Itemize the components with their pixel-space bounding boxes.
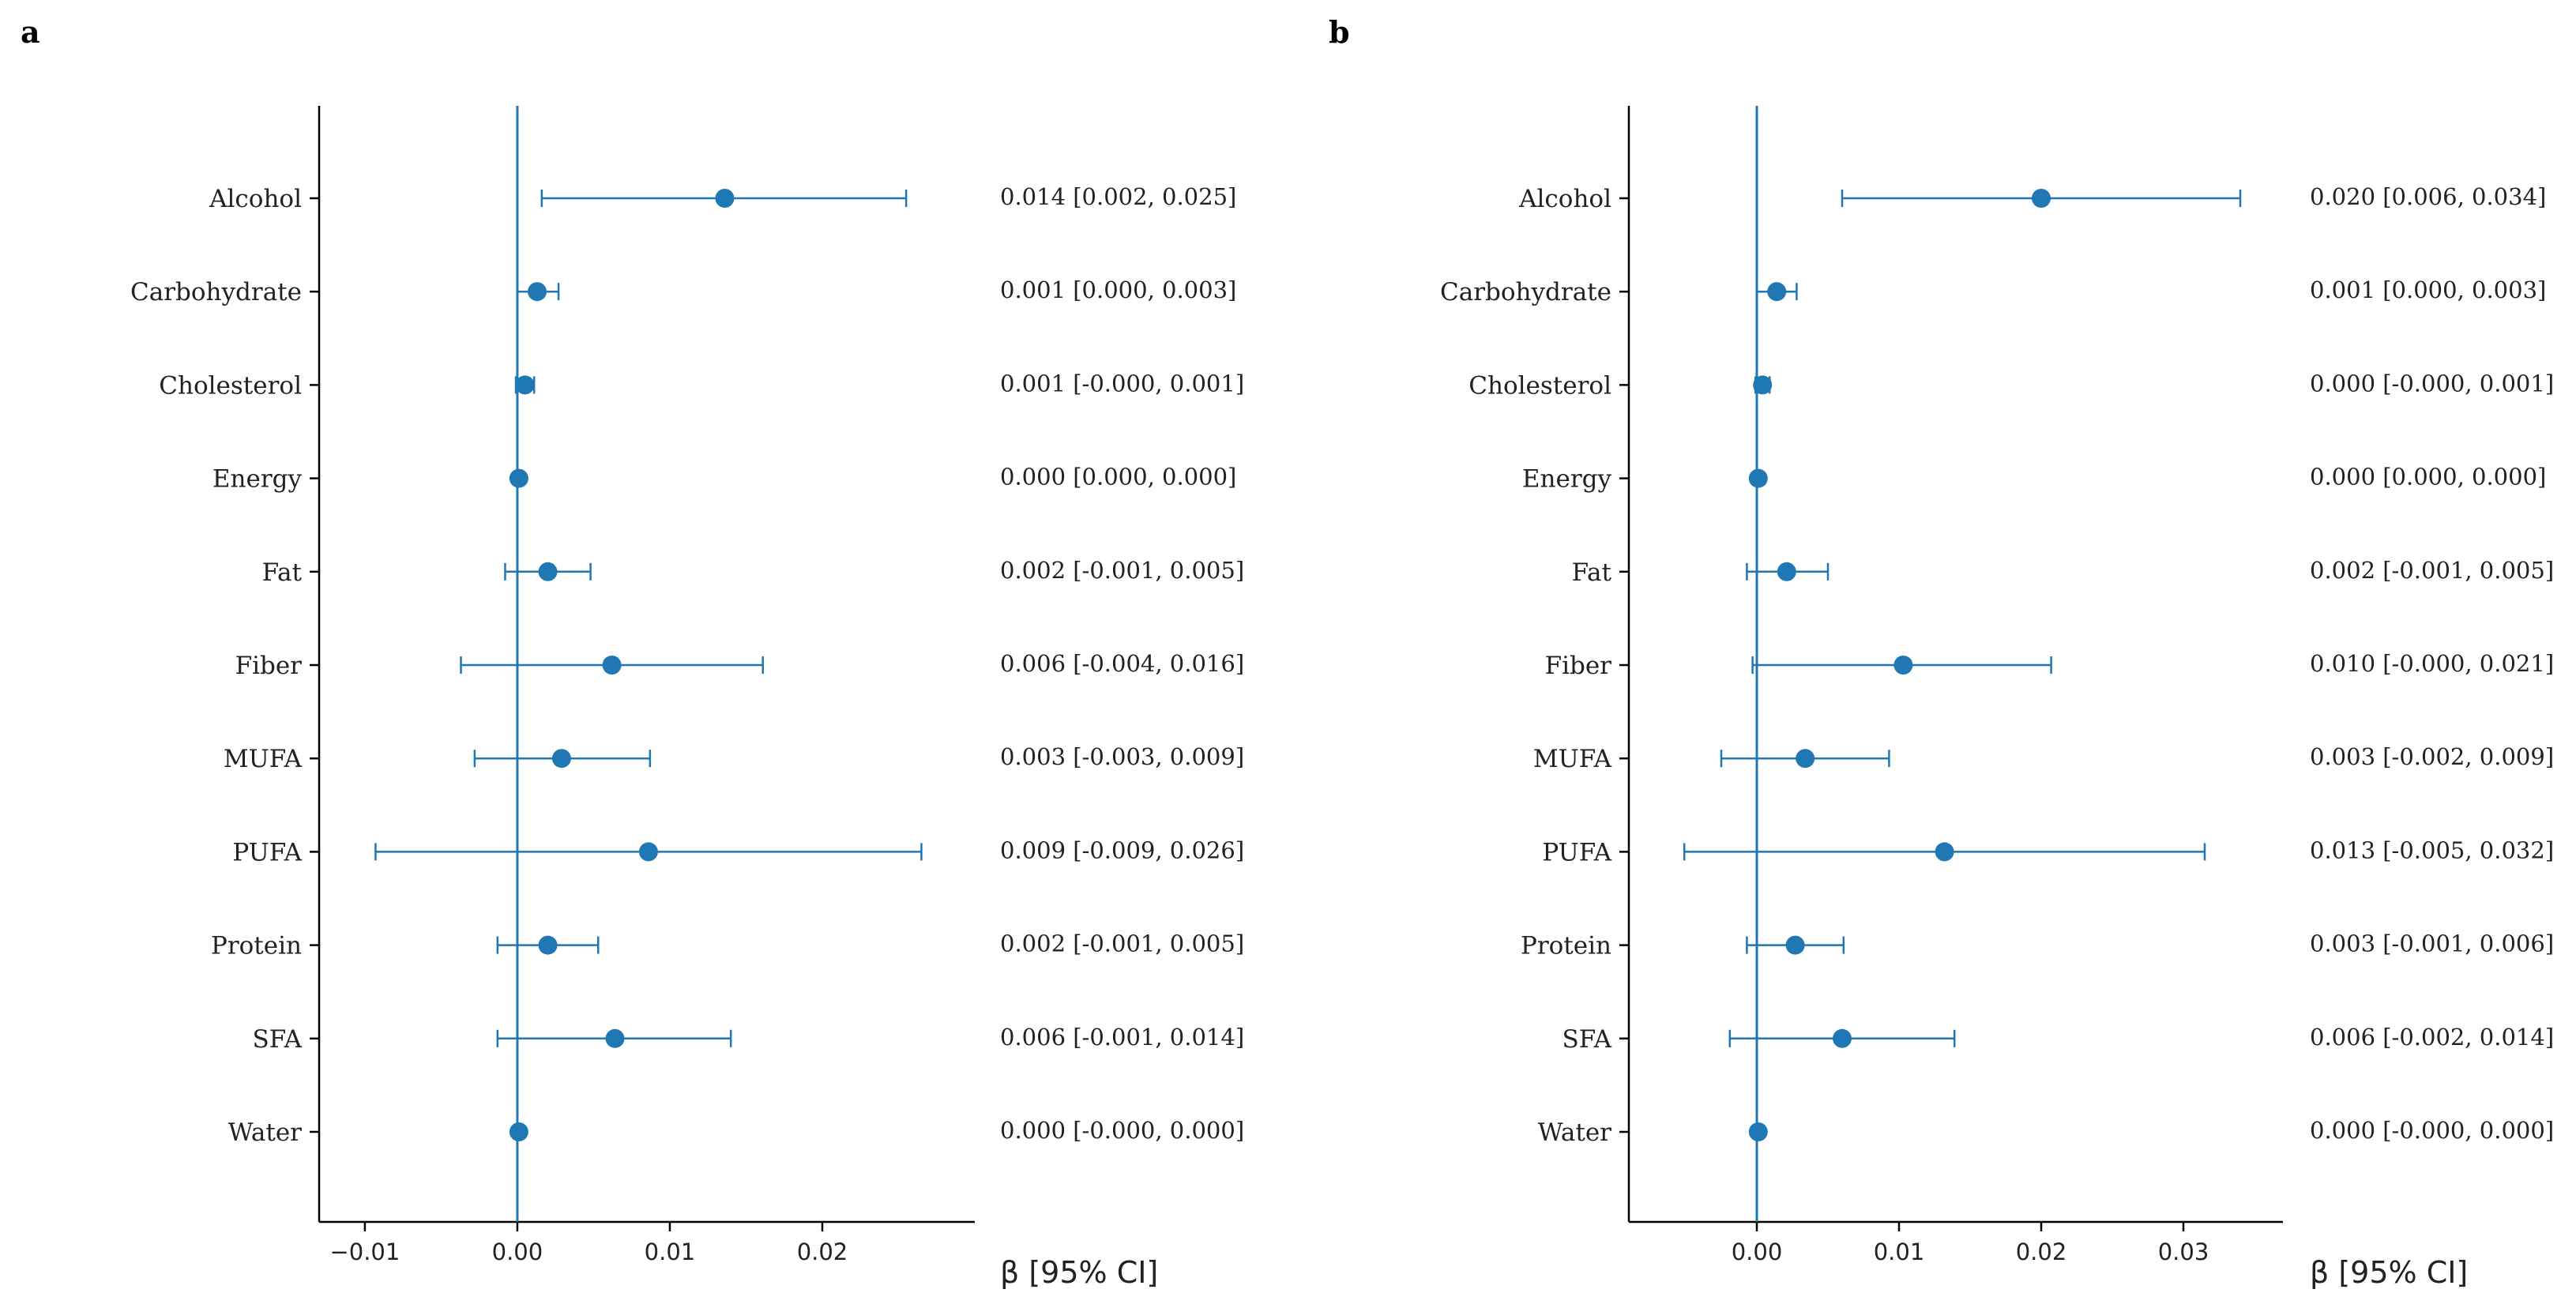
panel-a-point-fat: [538, 562, 558, 581]
panel-a-label-cholesterol: Cholesterol: [159, 371, 302, 400]
panel-b-ci-text-pufa: 0.013 [-0.005, 0.032]: [2310, 836, 2554, 863]
panel-b-label-carbohydrate: Carbohydrate: [1440, 278, 1611, 306]
panel-a-ci-text-fat: 0.002 [-0.001, 0.005]: [1000, 557, 1244, 584]
panel-a-point-protein: [538, 935, 558, 955]
panel-a-point-carbohydrate: [528, 282, 547, 302]
panel-a-label-pufa: PUFA: [232, 838, 302, 866]
panel-a-x-tick-label: 0.01: [645, 1238, 696, 1265]
panel-b-label-cholesterol: Cholesterol: [1469, 371, 1611, 400]
panel-a-x-axis-title: β [95% CI]: [1000, 1255, 1158, 1290]
panel-b-label-fiber: Fiber: [1545, 652, 1612, 680]
panel-a-label-energy: Energy: [212, 465, 303, 494]
panel-a-ci-text-energy: 0.000 [0.000, 0.000]: [1000, 464, 1236, 490]
panel-b-x-axis-title: β [95% CI]: [2310, 1255, 2468, 1290]
panel-a-point-cholesterol: [515, 375, 535, 395]
panel-b-point-energy: [1748, 468, 1768, 488]
panel-b-ci-text-water: 0.000 [-0.000, 0.000]: [2310, 1117, 2554, 1144]
panel-a-ci-text-sfa: 0.006 [-0.001, 0.014]: [1000, 1024, 1244, 1051]
panel-b-point-mufa: [1796, 749, 1815, 769]
panel-b-x-tick-label: 0.02: [2016, 1238, 2067, 1265]
panel-b-point-sfa: [1833, 1028, 1852, 1048]
panel-b: b β [95% CI] 0.00 0.01 0.02 0.03 Alcohol 0.02…: [1329, 14, 2554, 1290]
panel-b-point-protein: [1785, 935, 1805, 955]
panel-a-label-protein: Protein: [211, 932, 302, 960]
panel-a-point-fiber: [602, 656, 622, 675]
panel-a-ci-text-mufa: 0.003 [-0.003, 0.009]: [1000, 743, 1244, 770]
panel-a-label-fiber: Fiber: [235, 652, 303, 680]
panel-b-ci-text-alcohol: 0.020 [0.006, 0.034]: [2310, 183, 2546, 210]
panel-b-ci-text-fat: 0.002 [-0.001, 0.005]: [2310, 557, 2554, 584]
panel-b-point-water: [1748, 1122, 1768, 1141]
panel-b-label-pufa: PUFA: [1542, 838, 1611, 866]
panel-a: a β [95% CI] −0.01 0.00 0.01 0.02 Alcohol 0.0…: [21, 14, 1244, 1290]
panel-a-point-alcohol: [715, 189, 735, 208]
panel-b-label-water: Water: [1538, 1118, 1611, 1147]
panel-a-point-pufa: [638, 842, 658, 862]
panel-b-ci-text-energy: 0.000 [0.000, 0.000]: [2310, 464, 2546, 490]
panel-a-ci-text-cholesterol: 0.001 [-0.000, 0.001]: [1000, 370, 1244, 397]
panel-a-label-water: Water: [228, 1118, 302, 1147]
panel-b-ci-text-protein: 0.003 [-0.001, 0.006]: [2310, 930, 2554, 957]
panel-a-label-sfa: SFA: [253, 1025, 303, 1054]
panel-b-label-fat: Fat: [1572, 558, 1612, 587]
panel-b-label-alcohol: Alcohol: [1518, 185, 1611, 213]
panel-b-letter: b: [1329, 14, 1350, 50]
panel-a-label-mufa: MUFA: [224, 745, 303, 773]
panel-a-point-water: [509, 1122, 528, 1141]
panel-b-x-tick-label: 0.01: [1874, 1238, 1925, 1265]
panel-b-label-mufa: MUFA: [1533, 745, 1612, 773]
panel-b-point-carbohydrate: [1767, 282, 1787, 302]
panel-a-label-fat: Fat: [262, 558, 303, 587]
panel-b-ci-text-fiber: 0.010 [-0.000, 0.021]: [2310, 650, 2554, 677]
panel-b-point-pufa: [1935, 842, 1954, 862]
panel-a-point-sfa: [605, 1028, 625, 1048]
panel-b-x-tick-label: 0.03: [2158, 1238, 2209, 1265]
panel-b-label-energy: Energy: [1522, 465, 1612, 494]
panel-a-ci-text-carbohydrate: 0.001 [0.000, 0.003]: [1000, 276, 1236, 303]
panel-a-label-carbohydrate: Carbohydrate: [130, 278, 302, 306]
panel-a-x-tick-label: 0.00: [492, 1238, 543, 1265]
panel-a-letter: a: [21, 14, 40, 50]
panel-a-label-alcohol: Alcohol: [209, 185, 302, 213]
panel-b-point-fiber: [1893, 656, 1913, 675]
panel-b-ci-text-mufa: 0.003 [-0.002, 0.009]: [2310, 743, 2554, 770]
panel-a-point-energy: [509, 468, 528, 488]
panel-a-ci-text-protein: 0.002 [-0.001, 0.005]: [1000, 930, 1244, 957]
panel-a-x-tick-label: 0.02: [797, 1238, 848, 1265]
panel-b-point-fat: [1777, 562, 1796, 581]
panel-a-ci-text-alcohol: 0.014 [0.002, 0.025]: [1000, 183, 1236, 210]
panel-a-ci-text-water: 0.000 [-0.000, 0.000]: [1000, 1117, 1244, 1144]
panel-b-ci-text-sfa: 0.006 [-0.002, 0.014]: [2310, 1024, 2554, 1051]
panel-b-point-alcohol: [2032, 189, 2051, 208]
panel-b-label-protein: Protein: [1521, 932, 1611, 960]
panel-a-x-tick-label: −0.01: [329, 1238, 400, 1265]
panel-a-ci-text-pufa: 0.009 [-0.009, 0.026]: [1000, 836, 1244, 863]
panel-b-ci-text-cholesterol: 0.000 [-0.000, 0.001]: [2310, 370, 2554, 397]
panel-a-ci-text-fiber: 0.006 [-0.004, 0.016]: [1000, 650, 1244, 677]
panel-a-point-mufa: [551, 749, 571, 769]
panel-b-x-tick-label: 0.00: [1732, 1238, 1783, 1265]
panel-b-ci-text-carbohydrate: 0.001 [0.000, 0.003]: [2310, 276, 2546, 303]
panel-b-point-cholesterol: [1753, 375, 1773, 395]
panel-b-label-sfa: SFA: [1563, 1025, 1612, 1054]
